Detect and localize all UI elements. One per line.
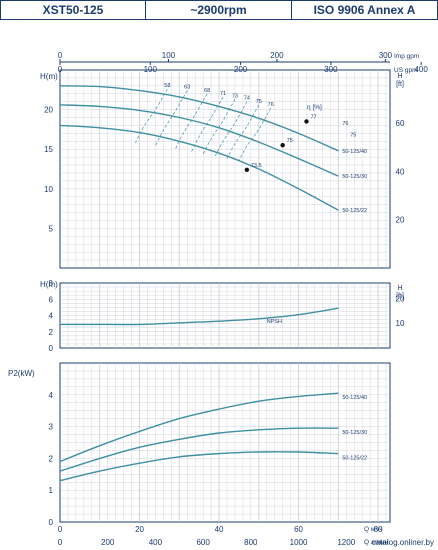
npsh-curve [60, 307, 339, 326]
m3h-tick-label: 80 [374, 525, 383, 534]
power-curve-50-125/40 [59, 392, 339, 463]
power-curve-50-125/30 [59, 427, 339, 472]
efficiency-point [280, 143, 285, 148]
imp-gpm-unit: Imp gpm [394, 53, 419, 60]
efficiency-curve [226, 104, 260, 159]
power-tick-label: 2 [49, 454, 54, 463]
npsh-tick-label: 6 [49, 295, 54, 304]
lmin-tick-label: 200 [101, 538, 115, 547]
chart-header: XST50-125 ~2900rpm ISO 9906 Annex A [0, 0, 438, 20]
efficiency-curve [174, 93, 208, 150]
us-gpm-tick-label: 100 [144, 65, 158, 74]
efficiency-curve [190, 96, 224, 153]
npsh-ft-label: H [397, 285, 402, 292]
head-panel-frame [59, 69, 391, 269]
lmin-tick-label: 1200 [337, 538, 355, 547]
efficiency-curve [202, 99, 236, 155]
imp-gpm-tick-label: 300 [379, 51, 393, 60]
head-curve-50-125/40 [59, 85, 339, 152]
efficiency-point-label: 76 [342, 121, 348, 127]
npsh-curve-label: NPSH [267, 319, 282, 325]
power-tick-label: 0 [49, 518, 54, 527]
efficiency-label: 68 [204, 88, 210, 94]
m3h-unit: Q м³/ч [364, 526, 383, 533]
efficiency-point-label: 75 [287, 138, 293, 144]
watermark: catalog.onliner.by [372, 538, 434, 547]
efficiency-label: 63 [184, 85, 190, 91]
head-curve-label: 50-125/22 [342, 208, 367, 214]
head-curve-50-125/22 [59, 124, 339, 211]
head-ft-tick-label: 60 [396, 119, 405, 128]
npsh-axis-label: H(m) [40, 280, 58, 289]
us-gpm-tick-label: 300 [324, 65, 338, 74]
head-curve-50-125/30 [59, 104, 339, 177]
npsh-ft-tick-label: 20 [396, 294, 405, 303]
head-tick-label: 10 [44, 185, 53, 194]
m3h-tick-label: 0 [58, 525, 63, 534]
head-ft-label: [ft] [396, 81, 404, 88]
efficiency-curve [238, 107, 272, 162]
lmin-tick-label: 600 [196, 538, 210, 547]
efficiency-unit-label: η [%] [307, 104, 322, 111]
head-tick-label: 20 [44, 106, 53, 115]
m3h-tick-label: 40 [215, 525, 224, 534]
lmin-unit: Q л/мин [364, 539, 389, 546]
efficiency-curve [214, 101, 248, 157]
efficiency-label: 58 [164, 83, 170, 89]
efficiency-curve [135, 88, 168, 144]
head-ft-tick-label: 20 [396, 216, 405, 225]
imp-gpm-tick-label: 200 [270, 51, 284, 60]
m3h-tick-label: 20 [135, 525, 144, 534]
head-ft-label: H [397, 73, 402, 80]
model-label: XST50-125 [0, 0, 146, 20]
efficiency-label: 75 [256, 99, 262, 105]
power-curve-label: 50-125/40 [342, 395, 367, 401]
npsh-tick-label: 4 [49, 312, 54, 321]
efficiency-curve [155, 90, 188, 147]
npsh-ft-tick-label: 10 [396, 319, 405, 328]
efficiency-point-label: 73.5 [251, 163, 262, 169]
efficiency-point-label: 75 [350, 133, 356, 139]
lmin-tick-label: 1000 [290, 538, 308, 547]
efficiency-label: 73 [232, 93, 238, 99]
head-curve-label: 50-125/30 [342, 174, 367, 180]
power-tick-label: 1 [49, 486, 54, 495]
us-gpm-tick-label: 400 [414, 65, 428, 74]
head-ft-tick-label: 40 [396, 167, 405, 176]
efficiency-point [304, 119, 309, 124]
us-gpm-tick-label: 200 [234, 65, 248, 74]
head-curve-label: 50-125/40 [342, 149, 367, 155]
npsh-tick-label: 0 [49, 344, 54, 353]
speed-label: ~2900rpm [146, 0, 292, 20]
head-tick-label: 5 [49, 224, 54, 233]
efficiency-point [244, 167, 250, 172]
lmin-tick-label: 400 [149, 538, 163, 547]
power-tick-label: 4 [49, 391, 54, 400]
lmin-tick-label: 800 [244, 538, 258, 547]
power-tick-label: 3 [49, 423, 54, 432]
power-curve-50-125/22 [59, 451, 339, 482]
npsh-tick-label: 2 [49, 328, 54, 337]
head-tick-label: 15 [44, 145, 53, 154]
head-axis-label: H(m) [40, 72, 58, 81]
npsh-tick-label: 8 [49, 279, 54, 288]
us-gpm-unit: US gpm [394, 67, 417, 74]
efficiency-label: 71 [220, 91, 226, 97]
efficiency-point-label: 77 [311, 114, 317, 120]
imp-gpm-tick-label: 0 [58, 51, 63, 60]
power-curve-label: 50-125/30 [342, 430, 367, 436]
m3h-tick-label: 60 [294, 525, 303, 534]
power-curve-label: 50-125/22 [342, 456, 367, 462]
lmin-tick-label: 0 [58, 538, 63, 547]
imp-gpm-tick-label: 100 [162, 51, 176, 60]
efficiency-label: 76 [268, 102, 274, 108]
efficiency-label: 74 [244, 96, 250, 102]
power-axis-label: P2(kW) [8, 369, 35, 378]
us-gpm-tick-label: 0 [58, 65, 63, 74]
npsh-ft-label: [ft] [396, 293, 404, 300]
